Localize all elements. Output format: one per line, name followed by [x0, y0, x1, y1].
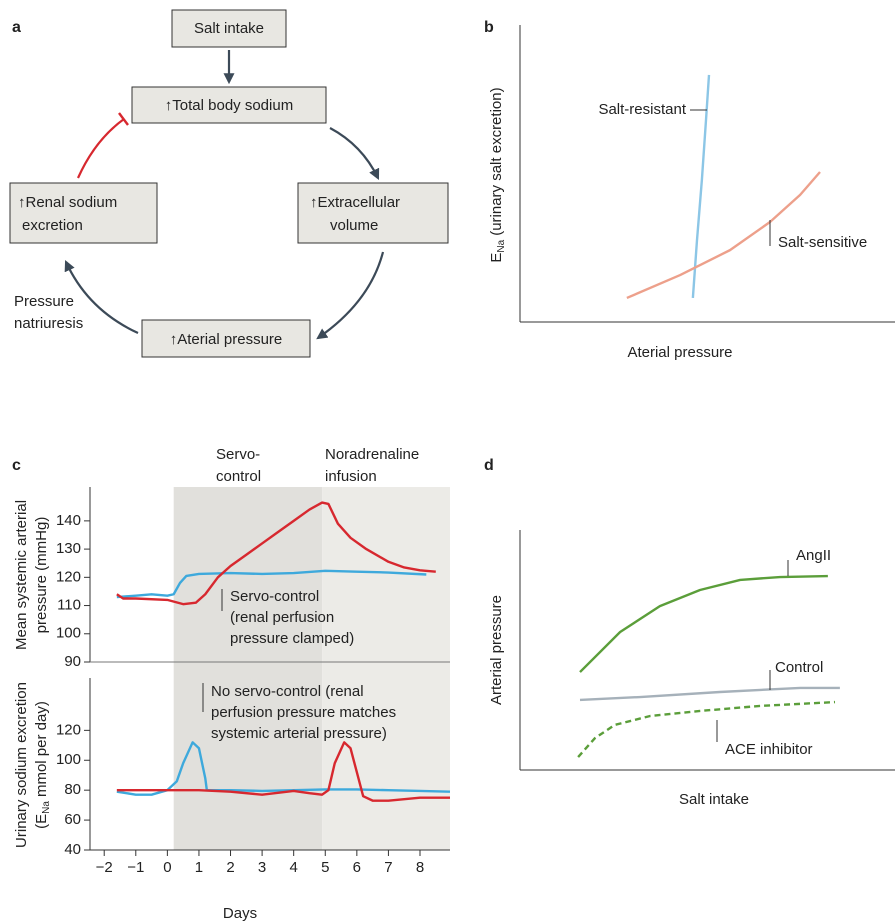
node-label: Salt intake: [194, 20, 264, 37]
node-label: ↑Extracellular: [310, 194, 400, 211]
node-box: [297, 182, 449, 244]
x-axis-label: Salt intake: [679, 791, 749, 808]
y-axis-label: Urinary sodium excretion: [13, 682, 30, 848]
chart: Salt-resistant Salt-sensitive Aterial pres…: [488, 25, 895, 361]
node-box: [9, 182, 158, 244]
shaded-region: [322, 487, 450, 850]
series-label: AngII: [796, 547, 831, 564]
panel-label: a: [12, 19, 21, 36]
series-label: Control: [775, 659, 823, 676]
edge-label: natriuresis: [14, 315, 83, 332]
y-tick-label: 120: [56, 568, 81, 585]
y-axis-label: pressure (mmHg): [33, 517, 50, 634]
x-tick-label: 5: [321, 859, 329, 876]
series-line: [116, 741, 450, 802]
diagram: Salt intake ↑Total body sodium ↑Extracel…: [9, 9, 449, 358]
y-axis-label: (ENa mmol per day): [33, 701, 52, 829]
region-label: Servo-: [216, 446, 260, 463]
chart: AngII Control ACE inhibitor Salt intake Arte…: [488, 530, 895, 808]
node-box: [141, 319, 311, 358]
y-axis-label: Arterial pressure: [488, 595, 505, 705]
series-line: [579, 686, 840, 702]
series-line: [116, 501, 436, 606]
x-tick-label: 6: [353, 859, 361, 876]
annotation: (renal perfusion: [230, 609, 334, 626]
series-line: [626, 171, 821, 300]
y-tick-label: 40: [64, 841, 81, 858]
x-tick-label: 4: [290, 859, 298, 876]
region-label: infusion: [325, 468, 377, 485]
y-tick-label: 130: [56, 540, 81, 557]
node-box: [131, 86, 327, 124]
series-line: [577, 700, 836, 758]
x-axis-label: Aterial pressure: [627, 344, 732, 361]
x-tick-label: 2: [226, 859, 234, 876]
panel-label: c: [12, 457, 21, 474]
inhibition-arrow: [76, 118, 125, 179]
y-axis-label: ENa (urinary salt excretion): [488, 87, 507, 262]
x-tick-label: −1: [127, 859, 144, 876]
arrow: [64, 260, 139, 334]
y-label-subscript: Na: [496, 239, 507, 252]
series-label: Salt-resistant: [598, 101, 686, 118]
y-label-text: (E: [33, 814, 50, 829]
series-line: [116, 569, 427, 599]
x-tick-label: 3: [258, 859, 266, 876]
x-tick-label: 8: [416, 859, 424, 876]
x-tick-label: −2: [96, 859, 113, 876]
x-axis-label: Days: [223, 905, 257, 922]
y-tick-label: 90: [64, 653, 81, 670]
node-label: excretion: [22, 217, 83, 234]
panel-label: b: [484, 19, 494, 36]
annotation: systemic arterial pressure): [211, 725, 387, 742]
y-tick-label: 80: [64, 781, 81, 798]
y-label-text: (urinary salt excretion): [488, 87, 505, 235]
y-label-subscript: Na: [41, 801, 52, 814]
inhibition-bar: [118, 112, 129, 126]
node-label: ↑Renal sodium: [18, 194, 117, 211]
series-line: [579, 574, 828, 673]
node-label: ↑Aterial pressure: [170, 331, 283, 348]
series-line: [116, 741, 451, 796]
node-label: ↑Total body sodium: [165, 97, 293, 114]
chart: 40 60 80 100 120 −2 −1 0 1 2 3 4 5 6 7 8 No servo-contro…: [13, 678, 451, 922]
node-box: [171, 9, 287, 48]
edge-label: Pressure: [14, 293, 74, 310]
annotation: Servo-control: [230, 588, 319, 605]
y-label-symbol: E: [488, 253, 505, 263]
x-tick-label: 1: [195, 859, 203, 876]
annotation: No servo-control (renal: [211, 683, 364, 700]
x-tick-label: 7: [384, 859, 392, 876]
region-label: Noradrenaline: [325, 446, 419, 463]
arrow: [329, 127, 380, 180]
shaded-region: [173, 487, 323, 850]
annotation: pressure clamped): [230, 630, 354, 647]
y-tick-label: 110: [57, 597, 81, 614]
y-tick-label: 120: [56, 721, 81, 738]
series-line: [691, 74, 711, 299]
series-label: ACE inhibitor: [725, 741, 813, 758]
y-tick-label: 60: [64, 811, 81, 828]
panel-label: d: [484, 457, 494, 474]
series-label: Salt-sensitive: [778, 234, 867, 251]
node-label: volume: [330, 217, 378, 234]
y-tick-label: 100: [56, 625, 81, 642]
y-tick-label: 100: [56, 751, 81, 768]
y-label-text: mmol per day): [33, 701, 50, 797]
arrow: [316, 251, 385, 340]
region-label: control: [216, 468, 261, 485]
y-axis-label: Mean systemic arterial: [13, 500, 30, 650]
x-tick-label: 0: [163, 859, 171, 876]
y-tick-label: 140: [56, 512, 81, 529]
annotation: perfusion pressure matches: [211, 704, 396, 721]
